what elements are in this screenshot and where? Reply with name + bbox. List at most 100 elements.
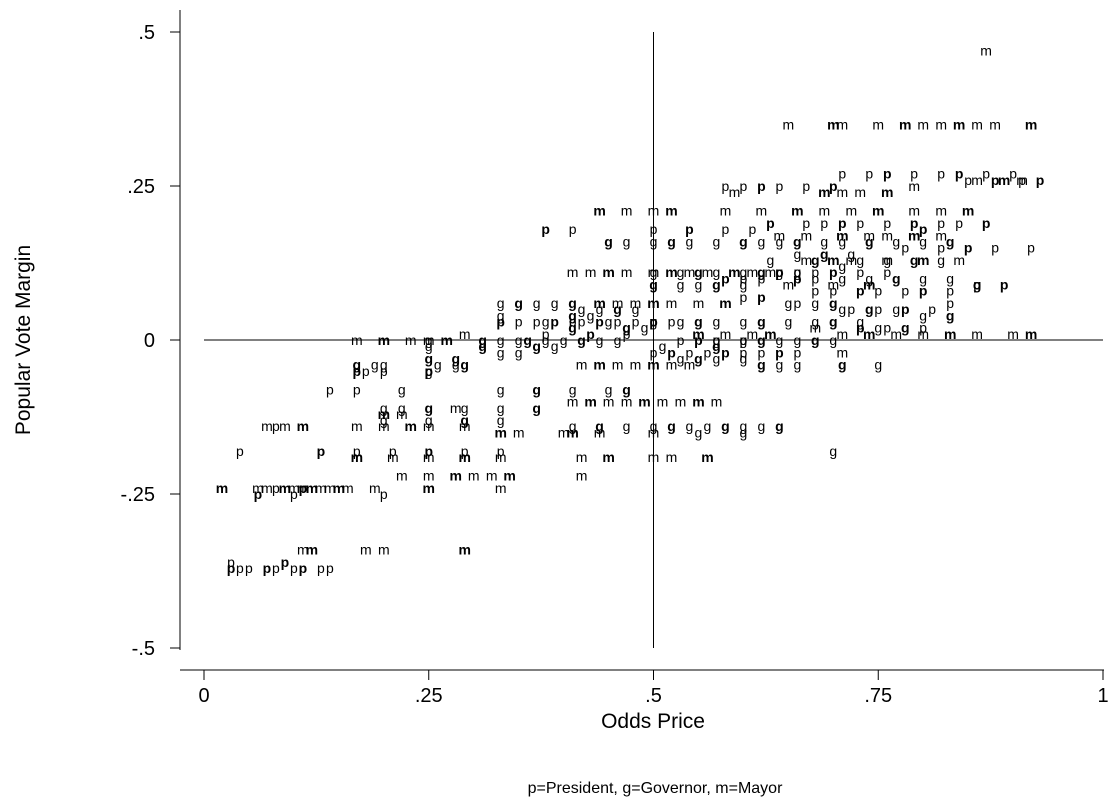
data-point-m: m — [594, 424, 606, 440]
data-point-g: g — [497, 295, 505, 311]
data-point-m: m — [944, 326, 956, 342]
x-tick-label: .25 — [415, 685, 443, 707]
data-point-g: g — [623, 233, 631, 249]
data-point-m: m — [720, 326, 732, 342]
data-point-g: g — [829, 443, 837, 459]
data-point-m: m — [783, 277, 795, 293]
data-point-m: m — [450, 400, 462, 416]
data-point-p: p — [856, 283, 865, 299]
data-point-m: m — [378, 332, 390, 348]
data-point-m: m — [1016, 172, 1028, 188]
data-point-g: g — [937, 252, 945, 268]
data-point-g: g — [497, 332, 505, 348]
data-point-m: m — [908, 203, 920, 219]
data-point-m: m — [324, 480, 336, 496]
data-point-p: p — [766, 215, 775, 231]
data-point-p: p — [991, 172, 1000, 188]
data-point-p: p — [919, 283, 928, 299]
data-point-p: p — [847, 301, 855, 317]
data-point-p: p — [937, 240, 945, 256]
data-point-p: p — [497, 443, 505, 459]
data-point-m: m — [612, 295, 624, 311]
data-point-g: g — [721, 418, 730, 434]
data-point-m: m — [783, 116, 795, 132]
data-point-g: g — [614, 332, 622, 348]
data-point-m: m — [666, 295, 678, 311]
data-point-g: g — [919, 307, 927, 323]
data-point-p: p — [757, 289, 766, 305]
data-point-g: g — [478, 338, 487, 354]
data-point-m: m — [602, 264, 614, 280]
data-point-g: g — [919, 270, 927, 286]
data-point-m: m — [252, 480, 264, 496]
data-point-g: g — [523, 332, 532, 348]
data-point-m: m — [503, 468, 515, 484]
data-point-g: g — [757, 233, 765, 249]
data-point-m: m — [576, 357, 588, 373]
data-point-m: m — [279, 418, 291, 434]
data-point-p: p — [982, 166, 990, 182]
data-point-p: p — [919, 320, 927, 336]
data-point-g: g — [740, 332, 748, 348]
data-point-m: m — [684, 357, 696, 373]
data-point-p: p — [299, 480, 308, 496]
y-axis-ticks: -.5 -.25 0 .25 .5 — [121, 22, 180, 660]
data-point-g: g — [605, 381, 613, 397]
data-point-g: g — [569, 381, 577, 397]
data-point-p: p — [928, 301, 936, 317]
data-point-m: m — [800, 252, 812, 268]
data-point-g: g — [578, 301, 586, 317]
data-point-g: g — [793, 332, 801, 348]
data-point-g: g — [865, 233, 874, 249]
data-point-p: p — [650, 344, 658, 360]
data-point-g: g — [568, 295, 577, 311]
data-point-g: g — [713, 350, 721, 366]
data-point-m: m — [1025, 326, 1037, 342]
data-point-m: m — [720, 203, 732, 219]
data-point-m: m — [836, 116, 848, 132]
data-point-m: m — [648, 203, 660, 219]
data-point-p: p — [856, 264, 864, 280]
data-point-g: g — [533, 295, 541, 311]
data-point-m: m — [279, 480, 291, 496]
data-point-m: m — [899, 116, 911, 132]
data-point-m: m — [908, 178, 920, 194]
data-point-m: m — [729, 184, 741, 200]
data-point-m: m — [459, 418, 471, 434]
data-point-p: p — [1000, 277, 1009, 293]
data-point-p: p — [802, 178, 810, 194]
data-point-p: p — [757, 178, 766, 194]
data-point-g: g — [775, 357, 783, 373]
data-point-m: m — [756, 203, 768, 219]
data-point-p: p — [793, 295, 801, 311]
data-point-g: g — [551, 295, 559, 311]
data-point-p: p — [793, 264, 801, 280]
data-point-m: m — [863, 227, 875, 243]
data-point-g: g — [542, 314, 550, 330]
data-point-m: m — [297, 541, 309, 557]
y-tick-label: .25 — [127, 176, 155, 198]
data-point-p: p — [937, 166, 945, 182]
data-point-g: g — [740, 350, 748, 366]
data-point-m: m — [962, 203, 974, 219]
data-point-g: g — [775, 264, 783, 280]
data-point-m: m — [423, 480, 435, 496]
data-point-m: m — [458, 449, 470, 465]
data-point-g: g — [650, 233, 658, 249]
data-point-g: g — [497, 344, 505, 360]
data-point-g: g — [820, 233, 828, 249]
data-point-g: g — [497, 307, 505, 323]
data-point-m: m — [459, 326, 471, 342]
data-point-m: m — [360, 541, 372, 557]
data-point-p: p — [326, 381, 334, 397]
data-point-m: m — [495, 480, 507, 496]
data-point-m: m — [971, 116, 983, 132]
x-axis-title: Odds Price — [601, 710, 705, 733]
data-point-g: g — [515, 344, 523, 360]
data-point-p: p — [317, 443, 326, 459]
data-point-m: m — [621, 203, 633, 219]
data-point-g: g — [874, 320, 882, 336]
data-point-m: m — [863, 277, 875, 293]
data-point-p: p — [704, 344, 712, 360]
data-point-g: g — [613, 301, 622, 317]
